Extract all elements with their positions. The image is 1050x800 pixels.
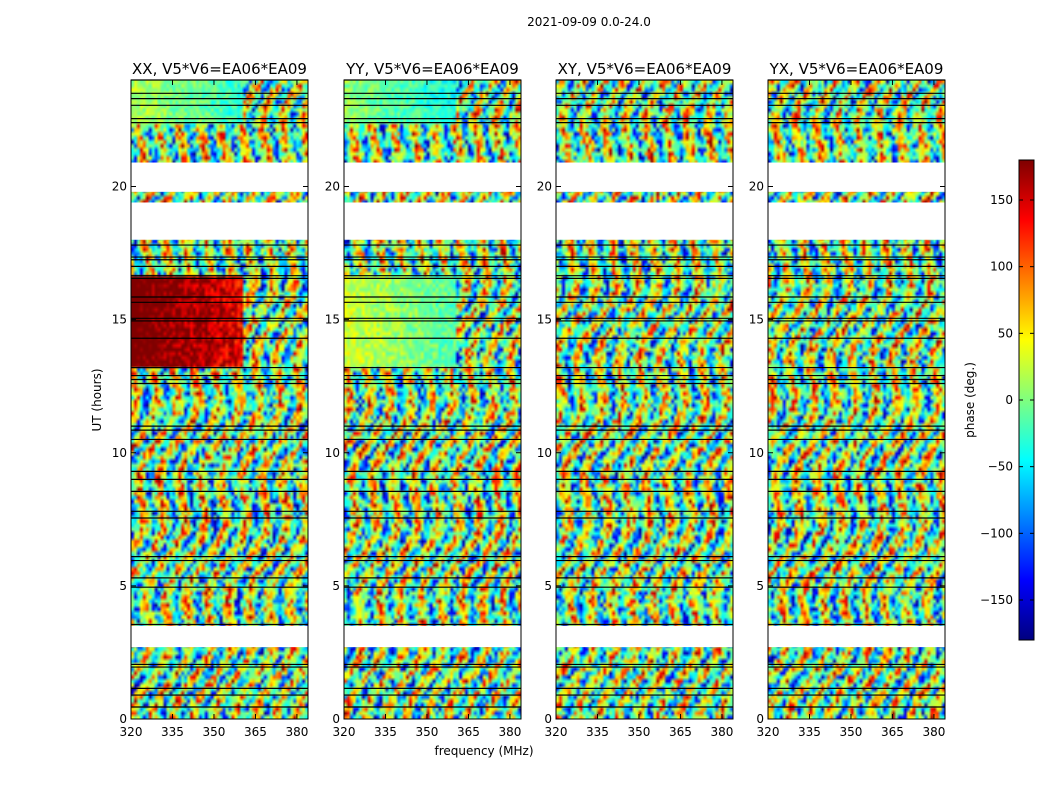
y-tick-label: 15 — [325, 313, 340, 327]
panel-frame — [555, 79, 734, 720]
panel-title: YX, V5*V6=EA06*EA09 — [769, 60, 944, 78]
y-tick-label: 20 — [537, 180, 552, 194]
y-tick-label: 5 — [119, 579, 127, 593]
x-tick-label: 320 — [545, 725, 568, 739]
x-tick-label: 365 — [244, 725, 267, 739]
data-gap — [768, 162, 945, 192]
panel-title: YY, V5*V6=EA06*EA09 — [345, 60, 519, 78]
x-tick-label: 320 — [757, 725, 780, 739]
y-tick-label: 20 — [749, 180, 764, 194]
panels-group: XX, V5*V6=EA06*EA09 320 335 350 365 380 0 5 10 15… — [112, 60, 946, 739]
x-tick-label: 335 — [161, 725, 184, 739]
x-axis-label: frequency (MHz) — [434, 744, 533, 758]
x-tick-label: 365 — [881, 725, 904, 739]
data-gap — [768, 202, 945, 240]
data-gap — [131, 162, 308, 192]
panel-1: XX, V5*V6=EA06*EA09 320 335 350 365 380 0 5 10 15… — [112, 60, 309, 739]
colorbar-tick-label: 150 — [990, 193, 1013, 207]
panel-frame — [130, 79, 309, 720]
y-tick-label: 0 — [544, 712, 552, 726]
colorbar-tick-label: −100 — [980, 526, 1013, 540]
x-tick-label: 350 — [203, 725, 226, 739]
data-gap — [344, 625, 521, 648]
y-tick-label: 5 — [332, 579, 340, 593]
panel-frame — [343, 79, 522, 720]
x-tick-label: 335 — [798, 725, 821, 739]
y-tick-label: 5 — [756, 579, 764, 593]
x-tick-label: 350 — [628, 725, 651, 739]
x-tick-label: 320 — [120, 725, 143, 739]
colorbar-tick-label: −150 — [980, 593, 1013, 607]
x-tick-label: 350 — [840, 725, 863, 739]
x-tick-label: 335 — [374, 725, 397, 739]
x-tick-label: 380 — [285, 725, 308, 739]
x-tick-label: 365 — [457, 725, 480, 739]
y-tick-label: 10 — [537, 446, 552, 460]
y-tick-label: 15 — [112, 313, 127, 327]
y-tick-label: 5 — [544, 579, 552, 593]
colorbar-tick-label: 0 — [1005, 393, 1013, 407]
panel-2: YY, V5*V6=EA06*EA09 320 335 350 365 380 0 5 10 15… — [325, 60, 522, 739]
x-tick-label: 380 — [498, 725, 521, 739]
colorbar: 150 100 50 0 −50 −100 −150 — [980, 159, 1035, 641]
data-gap — [556, 625, 733, 648]
data-gap — [131, 202, 308, 240]
y-tick-label: 0 — [756, 712, 764, 726]
y-tick-label: 10 — [325, 446, 340, 460]
x-tick-label: 365 — [669, 725, 692, 739]
colorbar-tick-label: 100 — [990, 260, 1013, 274]
y-tick-label: 0 — [332, 712, 340, 726]
panel-3: XY, V5*V6=EA06*EA09 320 335 350 365 380 0 5 10 15… — [537, 60, 734, 739]
x-tick-label: 335 — [586, 725, 609, 739]
y-tick-label: 0 — [119, 712, 127, 726]
y-tick-label: 20 — [112, 180, 127, 194]
panel-4: YX, V5*V6=EA06*EA09 320 335 350 365 380 0 5 10 15… — [749, 60, 946, 739]
data-gap — [556, 162, 733, 192]
data-gap — [131, 625, 308, 648]
data-gap — [344, 162, 521, 192]
panel-frame — [767, 79, 946, 720]
y-tick-label: 15 — [537, 313, 552, 327]
x-tick-label: 350 — [416, 725, 439, 739]
y-axis-label: UT (hours) — [90, 368, 104, 431]
panel-title: XY, V5*V6=EA06*EA09 — [558, 60, 732, 78]
panel-title: XX, V5*V6=EA06*EA09 — [132, 60, 307, 78]
x-tick-label: 380 — [922, 725, 945, 739]
colorbar-tick-label: −50 — [988, 460, 1013, 474]
y-tick-label: 10 — [112, 446, 127, 460]
suptitle: 2021-09-09 0.0-24.0 — [527, 15, 651, 29]
y-tick-label: 20 — [325, 180, 340, 194]
colorbar-label: phase (deg.) — [963, 362, 977, 438]
y-tick-label: 15 — [749, 313, 764, 327]
x-tick-label: 320 — [333, 725, 356, 739]
colorbar-tick-label: 50 — [998, 326, 1013, 340]
data-gap — [344, 202, 521, 240]
x-tick-label: 380 — [710, 725, 733, 739]
data-gap — [768, 625, 945, 648]
y-tick-label: 10 — [749, 446, 764, 460]
data-gap — [556, 202, 733, 240]
